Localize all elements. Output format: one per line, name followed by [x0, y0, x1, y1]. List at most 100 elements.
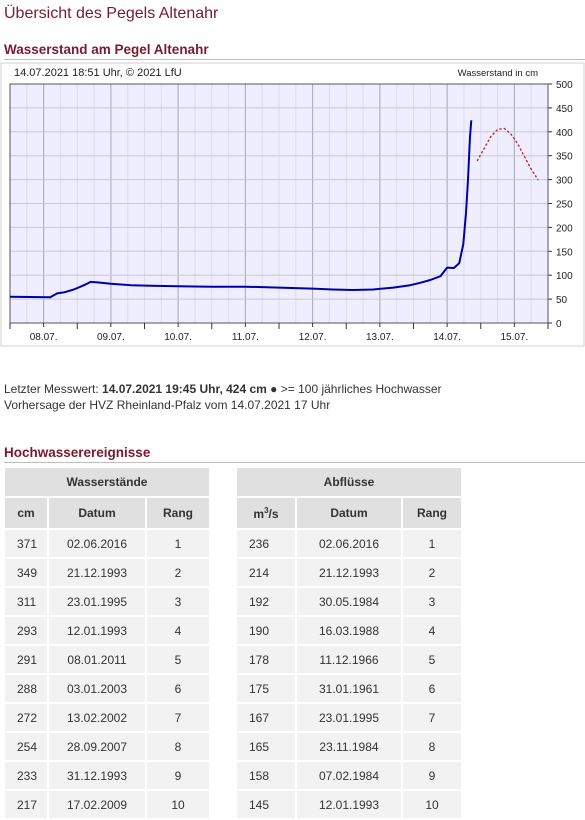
date-cell: 31.01.1961 [297, 675, 401, 702]
table-row: 178 11.12.1966 5 [237, 646, 461, 673]
unit-base: m [253, 506, 265, 521]
date-cell: 13.02.2002 [49, 704, 145, 731]
rank-cell: 6 [403, 675, 461, 702]
table-row: 311 23.01.1995 3 [5, 588, 209, 615]
rank-cell: 4 [147, 617, 209, 644]
date-cell: 07.02.1984 [297, 762, 401, 789]
x-tick-label: 08.07. [30, 332, 58, 343]
section-title-wasserstand: Wasserstand am Pegel Altenahr [4, 42, 585, 60]
table-row: 254 28.09.2007 8 [5, 733, 209, 760]
rank-cell: 8 [403, 733, 461, 760]
y-tick-label: 400 [556, 128, 573, 139]
rank-cell: 3 [147, 588, 209, 615]
date-cell: 08.01.2011 [49, 646, 145, 673]
date-cell: 31.12.1993 [49, 762, 145, 789]
table-row: 349 21.12.1993 2 [5, 559, 209, 586]
table-row: 145 12.01.1993 10 [237, 791, 461, 818]
value-cell: 158 [237, 762, 295, 789]
header-datum: Datum [297, 498, 401, 528]
rank-cell: 4 [403, 617, 461, 644]
date-cell: 16.03.1988 [297, 617, 401, 644]
date-cell: 12.01.1993 [297, 791, 401, 818]
latest-measurement-value: 14.07.2021 19:45 Uhr, 424 cm [102, 382, 267, 396]
value-cell: 175 [237, 675, 295, 702]
date-cell: 30.05.1984 [297, 588, 401, 615]
chart-svg: 0 50 100 150 200 250 300 350 400 450 500 08.07. 09.0… [0, 62, 585, 347]
value-cell: 217 [5, 791, 47, 818]
value-cell: 165 [237, 733, 295, 760]
table-row: 190 16.03.1988 4 [237, 617, 461, 644]
value-cell: 214 [237, 559, 295, 586]
table-row: 158 07.02.1984 9 [237, 762, 461, 789]
y-tick-label: 250 [556, 200, 573, 211]
abfluesse-table: Abflüsse m3/s Datum Rang 236 02.06.2016 1 2… [235, 466, 463, 820]
unit-suffix: /s [268, 506, 279, 521]
value-cell: 371 [5, 530, 47, 557]
table-row: 371 02.06.2016 1 [5, 530, 209, 557]
header-datum: Datum [49, 498, 145, 528]
latest-measurement-prefix: Letzter Messwert: [4, 382, 103, 396]
date-cell: 11.12.1966 [297, 646, 401, 673]
value-cell: 288 [5, 675, 47, 702]
date-cell: 23.01.1995 [49, 588, 145, 615]
x-tick-label: 11.07. [232, 332, 259, 343]
y-tick-label: 350 [556, 152, 573, 163]
x-tick-label: 09.07. [97, 332, 125, 343]
section-title-hochwasser: Hochwasserereignisse [4, 445, 585, 463]
x-tick-label: 12.07. [299, 332, 327, 343]
forecast-note: Vorhersage der HVZ Rheinland-Pfalz vom 1… [4, 398, 331, 412]
date-cell: 23.01.1995 [297, 704, 401, 731]
value-cell: 178 [237, 646, 295, 673]
table-row: 236 02.06.2016 1 [237, 530, 461, 557]
value-cell: 145 [237, 791, 295, 818]
date-cell: 21.12.1993 [297, 559, 401, 586]
y-tick-label: 100 [556, 271, 573, 282]
unit-exponent: 3 [264, 505, 269, 515]
header-rang: Rang [147, 498, 209, 528]
rank-cell: 2 [403, 559, 461, 586]
date-cell: 12.01.1993 [49, 617, 145, 644]
latest-measurement: Letzter Messwert: 14.07.2021 19:45 Uhr, … [4, 382, 442, 396]
rank-cell: 7 [403, 704, 461, 731]
date-cell: 02.06.2016 [49, 530, 145, 557]
rank-cell: 6 [147, 675, 209, 702]
table-row: 214 21.12.1993 2 [237, 559, 461, 586]
y-tick-label: 300 [556, 176, 573, 187]
measured-line [9, 120, 473, 299]
rank-cell: 9 [147, 762, 209, 789]
table-row: 175 31.01.1961 6 [237, 675, 461, 702]
forecast-line [476, 127, 539, 181]
flood-dot-icon: ● [270, 382, 278, 396]
rank-cell: 2 [147, 559, 209, 586]
date-cell: 28.09.2007 [49, 733, 145, 760]
value-cell: 192 [237, 588, 295, 615]
table-row: 293 12.01.1993 4 [5, 617, 209, 644]
chart-title: 14.07.2021 18:51 Uhr, © 2021 LfU [14, 67, 182, 79]
value-cell: 233 [5, 762, 47, 789]
rank-cell: 10 [403, 791, 461, 818]
flood-classification: >= 100 jährliches Hochwasser [277, 382, 442, 396]
x-tick-label: 13.07. [366, 332, 394, 343]
wasserstaende-title: Wasserstände [5, 468, 209, 496]
rank-cell: 9 [403, 762, 461, 789]
value-cell: 190 [237, 617, 295, 644]
chart-ylabel: Wasserstand in cm [458, 68, 539, 79]
table-row: 165 23.11.1984 8 [237, 733, 461, 760]
y-tick-label: 500 [556, 80, 573, 91]
date-cell: 03.01.2003 [49, 675, 145, 702]
rank-cell: 1 [147, 530, 209, 557]
date-cell: 21.12.1993 [49, 559, 145, 586]
date-cell: 17.02.2009 [49, 791, 145, 818]
rank-cell: 3 [403, 588, 461, 615]
table-row: 217 17.02.2009 10 [5, 791, 209, 818]
rank-cell: 7 [147, 704, 209, 731]
table-row: 233 31.12.1993 9 [5, 762, 209, 789]
table-row: 272 13.02.2002 7 [5, 704, 209, 731]
wasserstaende-table: Wasserstände cm Datum Rang 371 02.06.2016… [3, 466, 211, 820]
rank-cell: 5 [403, 646, 461, 673]
value-cell: 272 [5, 704, 47, 731]
y-tick-label: 450 [556, 104, 573, 115]
value-cell: 236 [237, 530, 295, 557]
y-tick-label: 150 [556, 247, 573, 258]
date-cell: 02.06.2016 [297, 530, 401, 557]
